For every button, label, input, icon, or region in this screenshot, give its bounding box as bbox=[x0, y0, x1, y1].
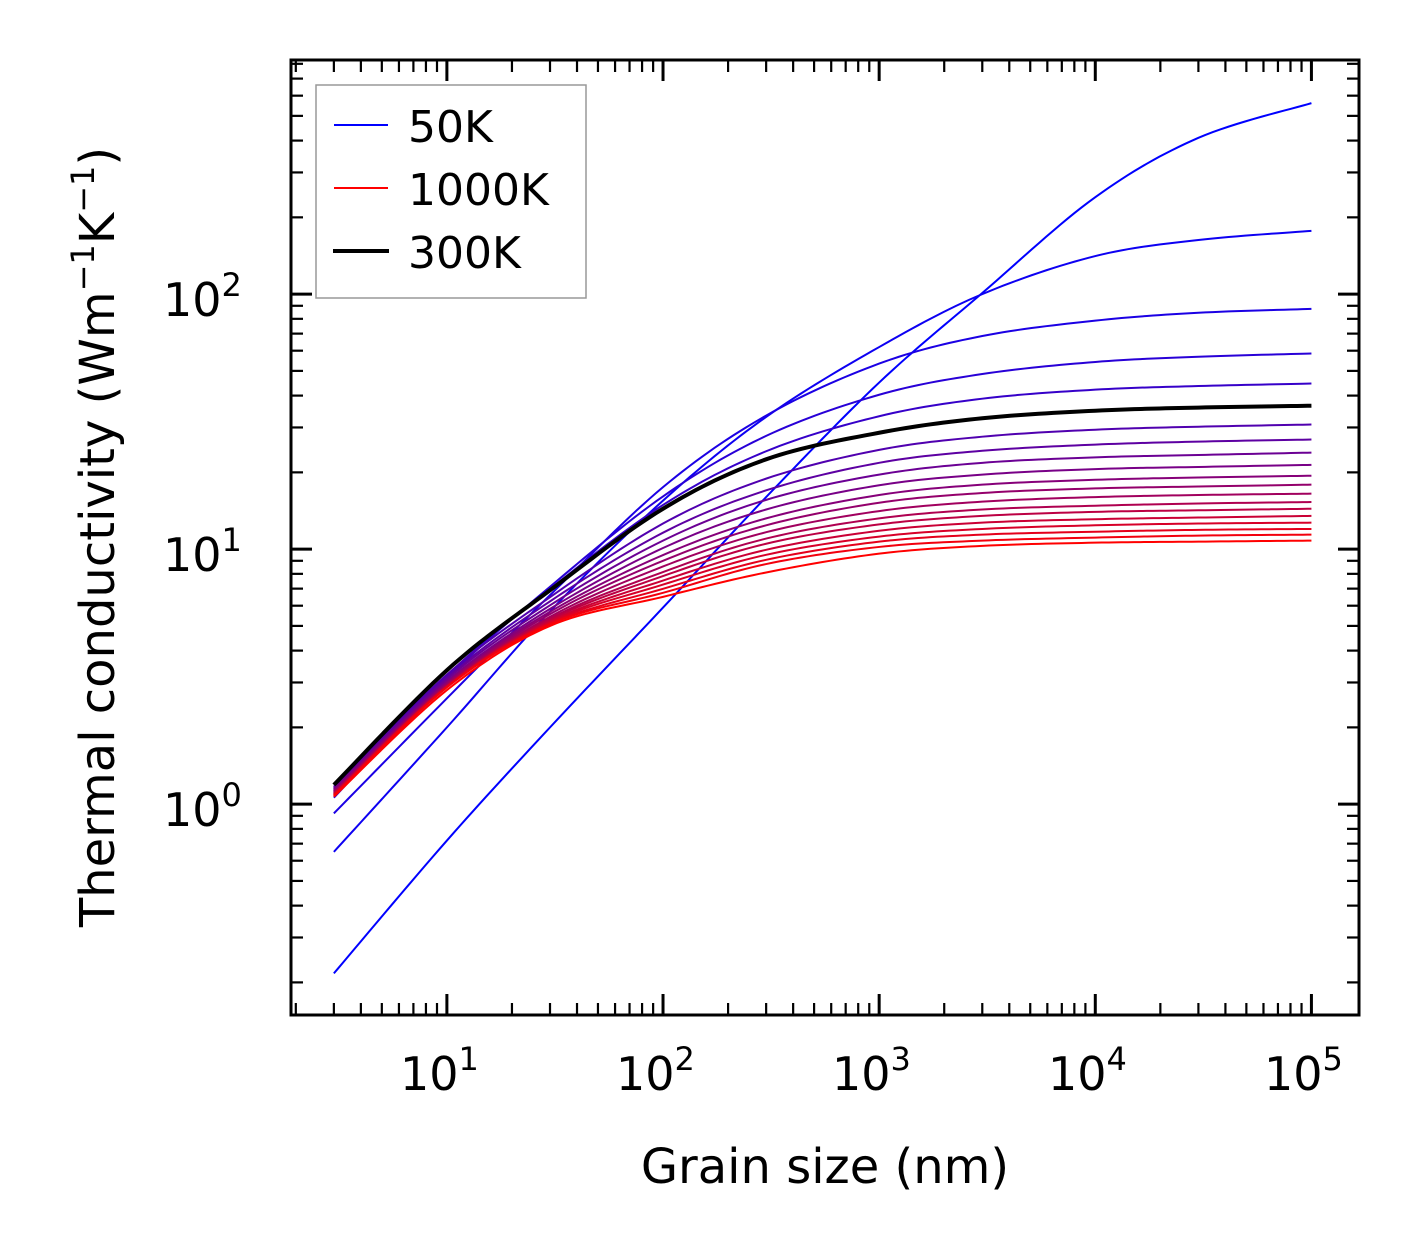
series-line-950k bbox=[333, 533, 1312, 797]
legend-label-50k: 50K bbox=[408, 102, 494, 153]
series-line-450k bbox=[333, 451, 1312, 790]
y-tick-label-1e0: 100 bbox=[163, 776, 242, 837]
series-line-300k bbox=[332, 403, 1312, 787]
y-tick-labels: 100 101 102 bbox=[163, 266, 242, 837]
series-line-500k bbox=[333, 463, 1312, 791]
series-line-100k bbox=[333, 229, 1312, 853]
x-axis-label: Grain size (nm) bbox=[641, 1139, 1009, 1195]
series-line-200k bbox=[333, 352, 1312, 799]
legend-box bbox=[315, 84, 587, 299]
x-tick-labels: 101 102 103 104 105 bbox=[400, 1040, 1343, 1101]
legend-label-1000k: 1000K bbox=[408, 165, 550, 216]
y-axis-label: Thermal conductivity (Wm−1K−1) bbox=[64, 147, 126, 928]
series-line-400k bbox=[333, 438, 1312, 789]
axes-frame bbox=[289, 58, 1361, 1017]
series-line-600k bbox=[333, 483, 1312, 793]
x-tick-label-1e3: 103 bbox=[832, 1040, 911, 1101]
legend-label-300k: 300K bbox=[408, 228, 522, 279]
series-line-350k bbox=[333, 423, 1312, 788]
series-line-650k bbox=[333, 492, 1312, 794]
x-tick-label-1e5: 105 bbox=[1264, 1040, 1343, 1101]
x-tick-label-1e2: 102 bbox=[616, 1040, 695, 1101]
series-line-50k bbox=[333, 102, 1312, 975]
legend: 50K 1000K 300K bbox=[315, 84, 587, 299]
x-tick-label-1e4: 104 bbox=[1048, 1040, 1127, 1101]
y-tick-label-1e2: 102 bbox=[163, 266, 242, 327]
y-tick-label-1e1: 101 bbox=[163, 521, 242, 582]
series-line-1000k bbox=[333, 539, 1312, 798]
series-line-550k bbox=[333, 474, 1312, 792]
ticks-group bbox=[291, 60, 1359, 1015]
x-tick-label-1e1: 101 bbox=[400, 1040, 479, 1101]
curves-group bbox=[332, 102, 1312, 975]
